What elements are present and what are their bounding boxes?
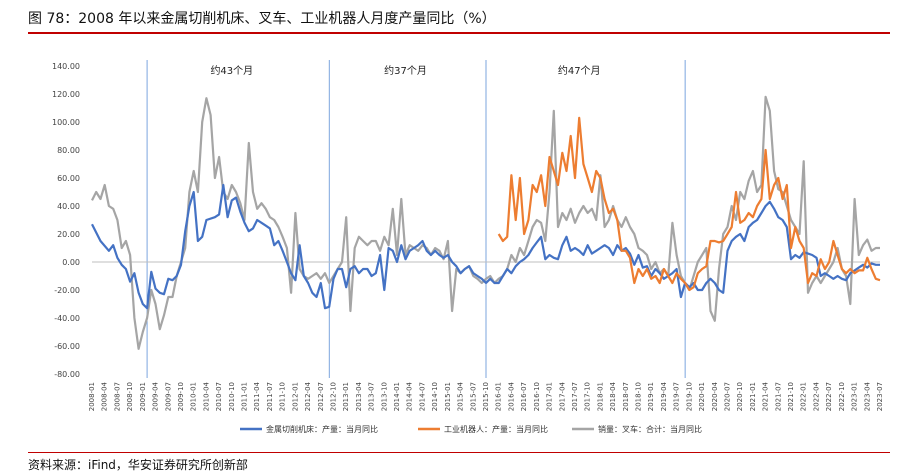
x-tick-label: 2009-10 xyxy=(177,382,185,411)
x-tick-label: 2016-01 xyxy=(495,382,503,411)
x-tick-label: 2022-04 xyxy=(812,381,820,411)
x-tick-label: 2013-04 xyxy=(355,381,363,411)
x-tick-label: 2021-04 xyxy=(762,381,770,411)
y-tick-label: 80.00 xyxy=(57,146,80,155)
y-tick-label: -40.00 xyxy=(54,314,80,323)
x-tick-label: 2008-07 xyxy=(113,382,121,411)
legend-entry: 销量：叉车：合计：当月同比 xyxy=(598,424,702,434)
x-tick-label: 2017-10 xyxy=(584,382,592,411)
x-tick-label: 2018-04 xyxy=(609,381,617,411)
x-tick-label: 2013-10 xyxy=(380,382,388,411)
legend-entry: 工业机器人：产量：当月同比 xyxy=(444,424,548,434)
x-tick-label: 2010-01 xyxy=(190,382,198,411)
x-tick-label: 2023-01 xyxy=(851,382,859,411)
divider-lines xyxy=(146,60,686,378)
x-tick-label: 2013-07 xyxy=(368,382,376,411)
x-tick-label: 2018-07 xyxy=(622,382,630,411)
title-rule xyxy=(28,32,890,34)
x-tick-label: 2015-10 xyxy=(482,382,490,411)
x-tick-label: 2011-07 xyxy=(266,382,274,411)
x-tick-label: 2011-01 xyxy=(241,382,249,411)
x-tick-label: 2014-01 xyxy=(393,382,401,411)
x-tick-label: 2012-10 xyxy=(329,382,337,411)
x-tick-label: 2020-07 xyxy=(723,382,731,411)
x-tick-labels: 2008-01 2008-04 2008-07 2008-10 2009-01 2009-… xyxy=(88,381,884,411)
figure-title: 图 78：2008 年以来金属切削机床、叉车、工业机器人月度产量同比（%） xyxy=(28,11,496,27)
annotation-label: 约47个月 xyxy=(558,64,601,77)
annotation-label: 约37个月 xyxy=(384,64,427,77)
x-tick-label: 2021-07 xyxy=(774,382,782,411)
y-axis: 140.00 120.00 100.00 80.00 60.00 40.00 20.00 0.… xyxy=(52,62,80,379)
x-tick-label: 2020-04 xyxy=(711,381,719,411)
x-tick-label: 2020-10 xyxy=(736,382,744,411)
x-tick-label: 2013-01 xyxy=(342,382,350,411)
y-tick-label: 20.00 xyxy=(57,230,80,239)
source-note: 资料来源：iFind，华安证券研究所创新部 xyxy=(28,458,248,472)
x-tick-label: 2012-04 xyxy=(304,381,312,411)
y-tick-label: -20.00 xyxy=(54,286,80,295)
x-tick-label: 2010-10 xyxy=(228,382,236,411)
x-tick-label: 2008-04 xyxy=(101,381,109,411)
x-tick-label: 2011-10 xyxy=(279,382,287,411)
x-tick-label: 2020-01 xyxy=(698,382,706,411)
x-tick-label: 2014-04 xyxy=(406,381,414,411)
legend: 金属切削机床：产量：当月同比 工业机器人：产量：当月同比 销量：叉车：合计：当月同比 xyxy=(240,424,702,434)
x-tick-label: 2015-07 xyxy=(469,382,477,411)
x-tick-label: 2008-01 xyxy=(88,382,96,411)
x-tick-label: 2022-01 xyxy=(800,382,808,411)
series-line-1 xyxy=(91,183,880,310)
series-lines xyxy=(91,95,881,350)
x-tick-label: 2011-04 xyxy=(253,381,261,411)
x-tick-label: 2008-10 xyxy=(126,382,134,411)
y-tick-label: 0.00 xyxy=(62,258,80,267)
x-tick-label: 2017-04 xyxy=(558,381,566,411)
x-tick-label: 2009-04 xyxy=(152,381,160,411)
annotations: 约43个月 约37个月 约47个月 xyxy=(210,64,600,77)
x-tick-label: 2016-04 xyxy=(507,381,515,411)
y-tick-label: 140.00 xyxy=(52,62,80,71)
x-tick-label: 2015-01 xyxy=(444,382,452,411)
x-tick-label: 2023-07 xyxy=(876,382,884,411)
x-tick-label: 2022-10 xyxy=(838,382,846,411)
y-tick-label: -80.00 xyxy=(54,370,80,379)
x-tick-label: 2021-01 xyxy=(749,382,757,411)
x-tick-label: 2009-07 xyxy=(164,382,172,411)
x-tick-label: 2012-01 xyxy=(291,382,299,411)
x-tick-label: 2012-07 xyxy=(317,382,325,411)
x-tick-label: 2010-07 xyxy=(215,382,223,411)
x-tick-label: 2022-07 xyxy=(825,382,833,411)
legend-entry: 金属切削机床：产量：当月同比 xyxy=(266,424,378,434)
x-tick-label: 2021-10 xyxy=(787,382,795,411)
x-tick-label: 2019-01 xyxy=(647,382,655,411)
x-tick-label: 2019-10 xyxy=(685,382,693,411)
x-tick-label: 2019-04 xyxy=(660,381,668,411)
y-tick-label: 120.00 xyxy=(52,90,80,99)
x-tick-label: 2019-07 xyxy=(673,382,681,411)
x-tick-label: 2017-07 xyxy=(571,382,579,411)
annotation-label: 约43个月 xyxy=(210,64,253,77)
y-tick-label: 40.00 xyxy=(57,202,80,211)
x-tick-label: 2014-07 xyxy=(418,382,426,411)
y-tick-label: 100.00 xyxy=(52,118,80,127)
x-tick-label: 2015-04 xyxy=(457,381,465,411)
x-tick-label: 2010-04 xyxy=(202,381,210,411)
chart: 140.00 120.00 100.00 80.00 60.00 40.00 20.00 0.… xyxy=(52,60,884,434)
x-tick-label: 2014-10 xyxy=(431,382,439,411)
x-tick-label: 2016-07 xyxy=(520,382,528,411)
x-tick-label: 2016-10 xyxy=(533,382,541,411)
x-tick-label: 2023-04 xyxy=(863,381,871,411)
x-tick-label: 2017-01 xyxy=(546,382,554,411)
bottom-rule xyxy=(28,452,890,453)
series-line-2 xyxy=(497,116,881,292)
y-tick-label: -60.00 xyxy=(54,342,80,351)
x-tick-label: 2009-01 xyxy=(139,382,147,411)
x-tick-label: 2018-01 xyxy=(596,382,604,411)
x-tick-label: 2018-10 xyxy=(635,382,643,411)
y-tick-label: 60.00 xyxy=(57,174,80,183)
